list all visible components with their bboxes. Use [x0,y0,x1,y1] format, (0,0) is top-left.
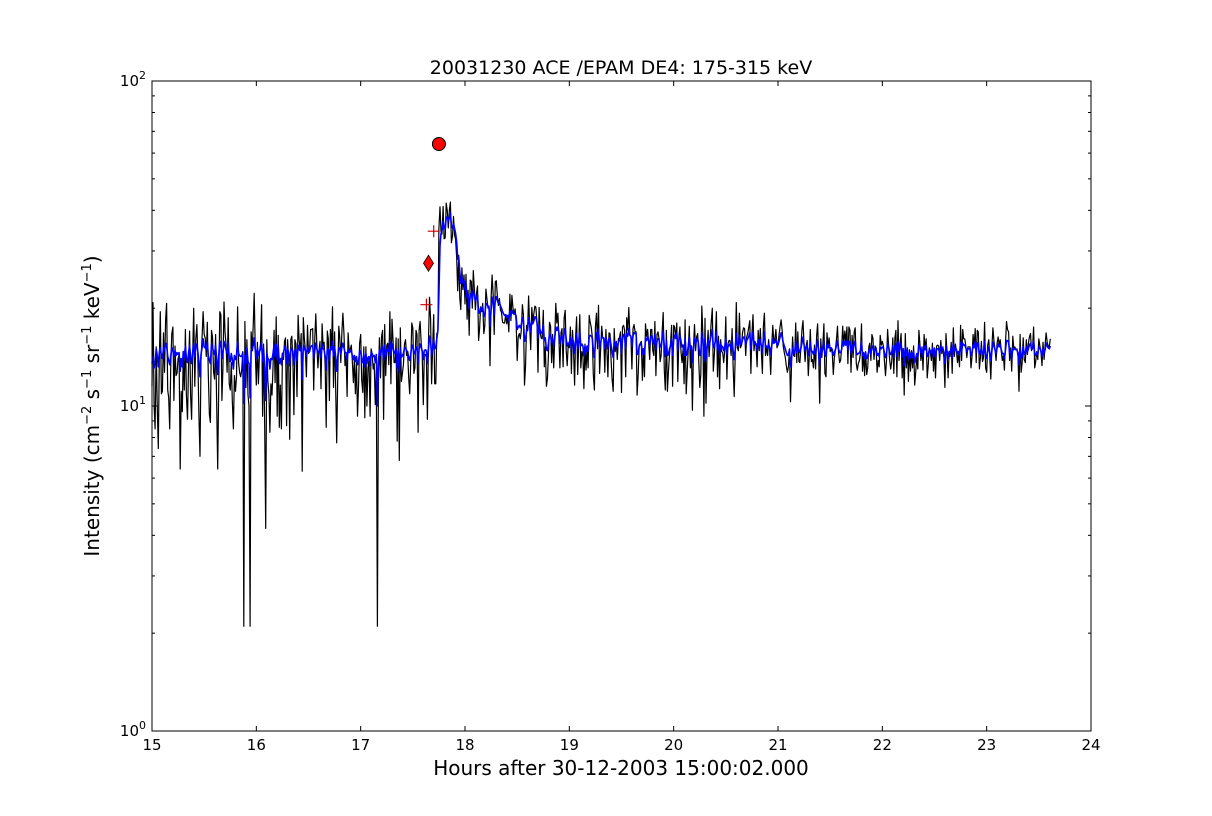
x-tick-label: 21 [768,736,787,754]
x-tick-label: 23 [977,736,996,754]
chart-title: 20031230 ACE /EPAM DE4: 175-315 keV [430,57,812,79]
x-tick-label: 22 [873,736,892,754]
series-line-2 [151,212,1052,407]
y-axis-ticks: 100 101 102 [120,69,1091,740]
x-tick-label: 20 [664,736,683,754]
y-label-exp-4: −1 [80,263,95,282]
series-layer [151,201,1052,627]
x-tick-label: 19 [560,736,579,754]
y-label-exp-3: −1 [80,326,95,345]
plot-frame [151,80,1092,732]
x-tick-label: 17 [351,736,370,754]
y-label-suffix: ) [80,255,104,263]
marker-circle [431,136,446,151]
marker-plus [420,298,433,311]
y-tick-label: 101 [120,394,146,415]
y-label-exp-2: −1 [80,370,95,389]
x-tick-label: 16 [247,736,266,754]
x-axis-ticks: 15 16 17 18 19 20 21 22 23 24 [142,81,1101,754]
y-axis-label: Intensity (cm−2 s−1 sr−1 keV−1) [80,255,104,556]
y-tick-label: 100 [120,719,146,740]
y-label-mid-2: sr [80,344,104,370]
y-label-prefix: Intensity (cm [80,425,104,557]
y-label-mid-1: s [80,389,104,406]
x-axis-label: Hours after 30-12-2003 15:00:02.000 [433,756,809,780]
x-tick-label: 18 [455,736,474,754]
y-tick-label: 102 [120,69,146,90]
series-line-1 [151,201,1051,627]
x-tick-label: 24 [1081,736,1100,754]
marker-layer [420,136,446,311]
x-tick-label: 15 [142,736,161,754]
y-label-mid-3: keV [80,282,104,326]
marker-plus [427,225,440,238]
marker-diamond [423,254,434,272]
y-label-exp-1: −2 [80,406,95,425]
